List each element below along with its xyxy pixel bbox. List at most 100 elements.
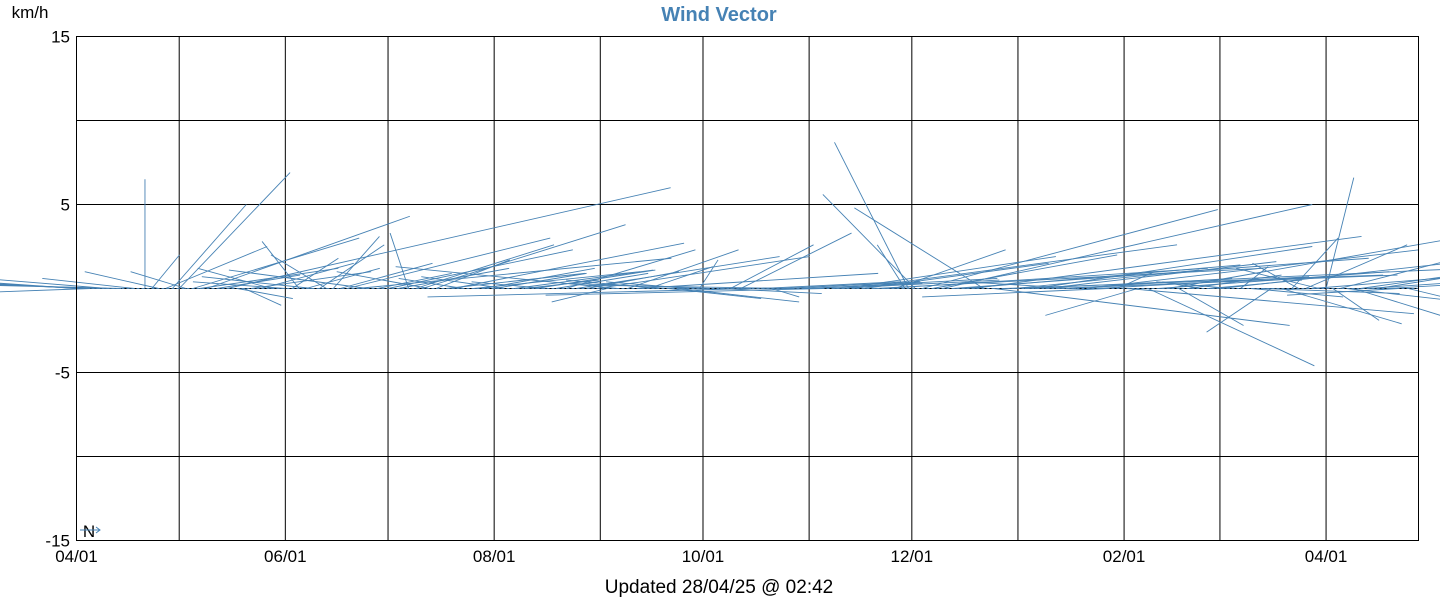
wind-vector	[1339, 262, 1440, 289]
wind-vector	[84, 271, 159, 289]
wind-vector	[42, 277, 135, 289]
wind-vector	[1156, 281, 1231, 289]
x-tick-label: 04/01	[1305, 547, 1348, 566]
wind-vector	[627, 249, 739, 289]
wind-vector	[932, 254, 1118, 289]
wind-vector	[596, 256, 810, 289]
wind-vector	[130, 271, 187, 289]
wind-vector	[973, 235, 1362, 289]
wind-vector	[648, 266, 714, 289]
y-tick-label: 15	[51, 28, 70, 47]
wind-vector	[1281, 288, 1402, 325]
wind-vector	[1035, 246, 1313, 289]
wind-vector	[1235, 267, 1320, 289]
wind-vector	[1332, 288, 1380, 321]
x-tick-label: 12/01	[891, 547, 934, 566]
wind-vector	[551, 288, 608, 303]
y-tick-label: -15	[45, 532, 70, 551]
wind-vector	[1360, 276, 1440, 289]
wind-vector	[566, 279, 659, 289]
wind-vector	[427, 288, 751, 298]
updated-timestamp: Updated 28/04/25 @ 02:42	[605, 577, 833, 598]
wind-vector	[834, 142, 909, 289]
wind-vector	[0, 279, 108, 289]
wind-vector	[332, 236, 380, 289]
wind-vector	[165, 246, 268, 289]
wind-vector	[822, 194, 916, 289]
wind-vector	[199, 267, 339, 289]
wind-vector	[357, 257, 672, 289]
wind-vector	[151, 254, 180, 289]
wind-vector	[1353, 288, 1440, 316]
wind-vector	[339, 262, 433, 289]
x-tick-label: 08/01	[473, 547, 516, 566]
wind-vector	[1014, 269, 1200, 289]
wind-vector	[415, 244, 555, 289]
wind-vector	[922, 288, 1107, 298]
wind-vector	[854, 207, 984, 289]
wind-vector	[942, 204, 1313, 289]
y-tick-label: -5	[55, 364, 70, 383]
wind-vector	[1178, 288, 1244, 326]
wind-vector	[1086, 249, 1420, 289]
x-axis-ticks: 04/01 06/01 08/01 10/01 12/01 02/01 04/01	[55, 547, 1347, 566]
wind-vector	[398, 277, 464, 289]
wind-vector	[336, 271, 430, 289]
wind-vector	[761, 281, 900, 289]
wind-vector	[387, 249, 573, 289]
wind-vector	[740, 232, 852, 289]
x-tick-label: 04/01	[55, 547, 98, 566]
wind-vector	[853, 244, 1178, 289]
wind-vector	[576, 256, 780, 289]
wind-vector	[237, 288, 293, 300]
wind-vector	[446, 272, 585, 289]
wind-vector	[261, 241, 300, 289]
wind-vector	[1291, 237, 1339, 289]
wind-vector	[0, 282, 77, 289]
wind-vector	[565, 249, 696, 289]
x-tick-label: 10/01	[682, 547, 725, 566]
wind-vector	[452, 242, 685, 289]
wind-vector	[0, 285, 122, 289]
wind-vector	[921, 209, 1218, 289]
wind-vector	[206, 215, 411, 289]
x-tick-label: 02/01	[1103, 547, 1146, 566]
wind-vector	[421, 276, 505, 289]
wind-vector	[201, 276, 313, 289]
wind-vector	[720, 288, 822, 294]
wind-vector	[1045, 288, 1138, 316]
wind-vector	[305, 267, 380, 289]
wind-vector	[555, 272, 649, 289]
wind-vector	[993, 288, 1290, 326]
wind-vector	[1055, 274, 1398, 289]
wind-vector	[876, 244, 906, 289]
north-arrowhead-icon	[95, 526, 101, 534]
wind-vector	[197, 267, 272, 289]
wind-vector	[1252, 262, 1299, 289]
wind-vector	[178, 172, 291, 289]
wind-vector	[192, 237, 360, 289]
wind-vector	[1065, 277, 1233, 289]
wind-vector	[192, 281, 286, 289]
wind-vector	[535, 269, 656, 289]
wind-vector	[395, 266, 618, 289]
wind-vector	[1305, 244, 1408, 289]
wind-vector	[1117, 271, 1155, 289]
wind-vector	[1325, 177, 1355, 289]
wind-vector	[1408, 288, 1440, 297]
wind-vector	[1377, 278, 1440, 289]
wind-vector	[637, 272, 879, 289]
wind-vector	[699, 259, 719, 289]
wind-vector	[894, 249, 1006, 289]
wind-vector	[1240, 266, 1269, 289]
wind-vector	[0, 288, 91, 293]
wind-vector	[1346, 288, 1440, 300]
wind-vector	[1387, 285, 1440, 289]
wind-vector	[1127, 288, 1414, 315]
wind-vector	[319, 244, 385, 289]
wind-vector	[545, 288, 823, 296]
wind-vector	[1312, 277, 1440, 289]
wind-vector	[422, 224, 626, 289]
wind-vector	[244, 288, 282, 306]
